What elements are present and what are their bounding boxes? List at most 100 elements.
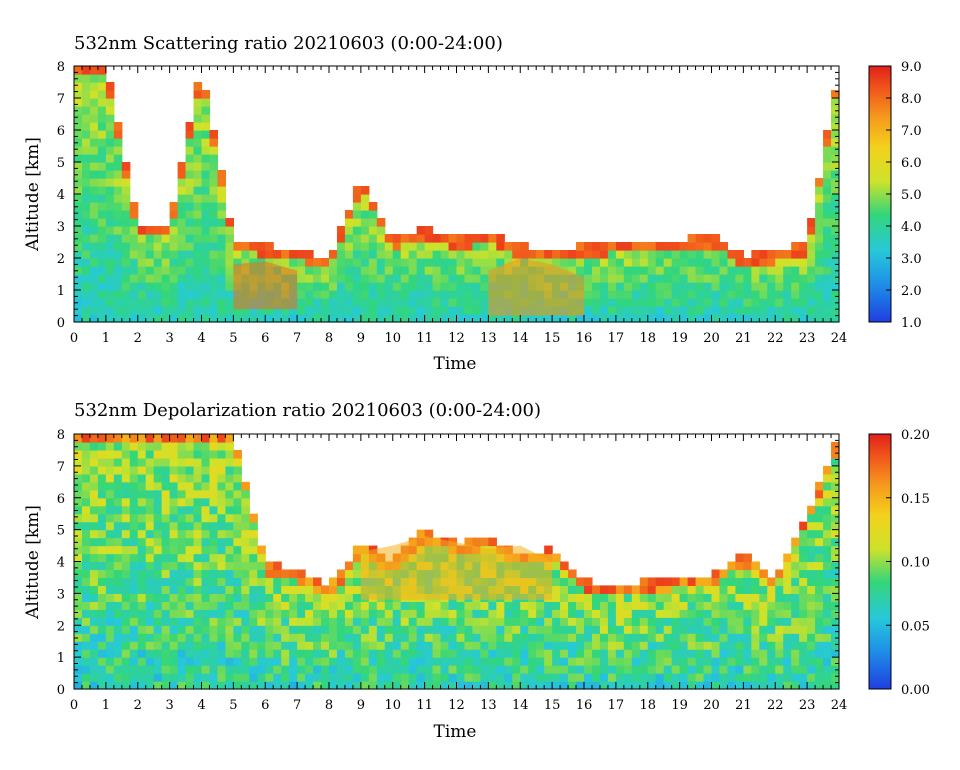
heatmap-cell	[607, 290, 617, 299]
heatmap-cell	[400, 609, 410, 618]
heatmap-cell	[161, 625, 171, 634]
heatmap-cell	[520, 314, 529, 323]
heatmap-cell	[408, 242, 418, 251]
heatmap-cell	[81, 226, 91, 235]
x-tick-label: 9	[357, 698, 365, 713]
heatmap-cell	[432, 282, 442, 291]
heatmap-cell	[81, 585, 91, 594]
heatmap-cell	[815, 218, 824, 227]
heatmap-cell	[815, 210, 824, 219]
heatmap-cell	[807, 306, 816, 315]
heatmap-cell	[512, 657, 521, 666]
heatmap-cell	[823, 202, 832, 211]
heatmap-cell	[89, 489, 99, 499]
heatmap-cell	[352, 593, 362, 602]
heatmap-cell	[456, 274, 466, 283]
heatmap-cell	[81, 298, 91, 307]
heatmap-cell	[480, 665, 489, 674]
heatmap-cell	[321, 314, 330, 323]
heatmap-cell	[599, 266, 609, 275]
heatmap-cell	[113, 186, 123, 195]
heatmap-cell	[161, 601, 171, 610]
heatmap-cell	[775, 625, 784, 634]
heatmap-cell	[113, 673, 123, 682]
heatmap-cell	[121, 473, 131, 483]
heatmap-cell	[336, 593, 346, 602]
heatmap-cell	[456, 266, 466, 275]
heatmap-cell	[599, 593, 609, 602]
heatmap-cell	[711, 290, 721, 299]
heatmap-cell	[703, 314, 713, 323]
heatmap-cell	[703, 609, 713, 618]
heatmap-cell	[743, 274, 752, 283]
heatmap-cell	[615, 250, 625, 259]
heatmap-cell	[584, 593, 593, 602]
heatmap-cell	[408, 609, 418, 618]
heatmap-cell	[671, 258, 681, 267]
heatmap-cell	[137, 593, 147, 602]
heatmap-cell	[743, 553, 752, 563]
heatmap-cell	[679, 250, 689, 259]
heatmap-cell	[137, 266, 147, 275]
heatmap-cell	[432, 314, 442, 323]
heatmap-cell	[799, 585, 808, 594]
heatmap-cell	[185, 441, 195, 451]
heatmap-cell	[217, 633, 227, 642]
heatmap-cell	[360, 673, 370, 682]
heatmap-cell	[695, 593, 705, 602]
heatmap-cell	[169, 641, 179, 650]
depolarization-y-axis-label: Altitude [km]	[23, 505, 43, 620]
heatmap-cell	[305, 649, 314, 658]
heatmap-cell	[352, 609, 362, 618]
heatmap-cell	[193, 665, 203, 674]
heatmap-cell	[815, 585, 824, 594]
heatmap-cell	[416, 529, 426, 539]
heatmap-cell	[145, 641, 155, 650]
heatmap-cell	[456, 306, 466, 315]
heatmap-cell	[767, 657, 776, 666]
heatmap-cell	[113, 122, 123, 131]
y-tick-label: 8	[57, 428, 65, 443]
heatmap-cell	[488, 641, 497, 650]
heatmap-cell	[74, 553, 83, 563]
heatmap-cell	[241, 561, 250, 571]
heatmap-cell	[655, 609, 665, 618]
heatmap-cell	[384, 625, 394, 634]
heatmap-cell	[631, 601, 641, 610]
heatmap-cell	[352, 210, 362, 219]
heatmap-cell	[639, 593, 649, 602]
heatmap-cell	[336, 681, 346, 690]
colorbar-tick-label: 7.0	[901, 124, 922, 139]
heatmap-cell	[89, 649, 99, 658]
heatmap-cell	[81, 441, 91, 451]
heatmap-cell	[336, 290, 346, 299]
heatmap-cell	[137, 449, 147, 459]
heatmap-cell	[121, 266, 131, 275]
heatmap-cell	[169, 545, 179, 555]
heatmap-cell	[823, 146, 832, 155]
heatmap-cell	[153, 553, 163, 563]
heatmap-cell	[775, 601, 784, 610]
heatmap-cell	[209, 553, 219, 563]
heatmap-cell	[807, 569, 816, 579]
heatmap-cell	[161, 569, 171, 579]
heatmap-cell	[217, 298, 227, 307]
heatmap-cell	[695, 673, 705, 682]
heatmap-cell	[74, 82, 83, 91]
heatmap-cell	[74, 609, 83, 618]
heatmap-cell	[480, 234, 489, 243]
heatmap-cell	[313, 593, 322, 602]
heatmap-cell	[831, 561, 840, 571]
heatmap-cell	[472, 274, 482, 283]
heatmap-cell	[233, 545, 242, 555]
heatmap-cell	[145, 577, 155, 587]
heatmap-cell	[823, 154, 832, 163]
heatmap-cell	[823, 609, 832, 618]
heatmap-cell	[113, 202, 123, 211]
heatmap-cell	[281, 633, 290, 642]
heatmap-cell	[177, 234, 187, 243]
heatmap-cell	[74, 657, 83, 666]
heatmap-cell	[831, 449, 840, 459]
heatmap-cell	[432, 625, 442, 634]
heatmap-cell	[719, 593, 729, 602]
